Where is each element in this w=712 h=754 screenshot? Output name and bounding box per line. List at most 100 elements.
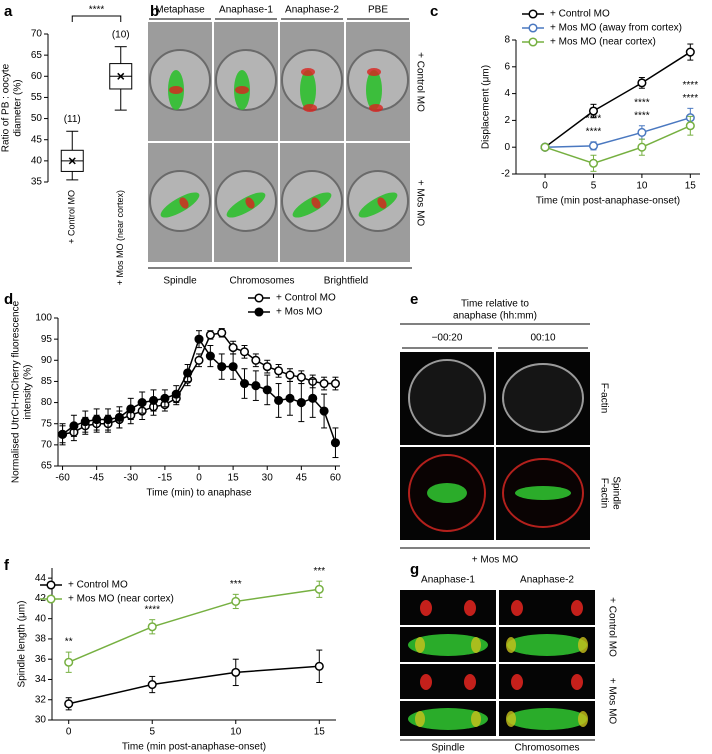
row-label: F-actin: [598, 478, 609, 509]
y-tick-label: 32: [35, 694, 47, 705]
data-point: [330, 438, 341, 448]
row-label: Spindle: [610, 476, 621, 510]
data-point: [137, 398, 147, 408]
data-point: [285, 370, 295, 380]
condition-label: + Mos MO: [472, 555, 519, 566]
data-point: [319, 378, 329, 389]
y-axis-label: intensity (%): [23, 364, 34, 419]
x-axis-label: Time (min post-anaphase-onset): [536, 196, 680, 207]
signal: [506, 711, 516, 727]
signal: [511, 600, 523, 616]
column-label: Anaphase-1: [421, 575, 475, 586]
data-point: [239, 378, 250, 389]
data-point: [194, 355, 204, 365]
data-point: [251, 355, 261, 365]
data-point: [231, 667, 241, 677]
x-tick-label: 0: [66, 727, 72, 738]
signal: [311, 197, 321, 209]
y-tick-label: 85: [41, 376, 53, 387]
x-tick-label: 30: [262, 473, 274, 484]
column-label: 00:10: [530, 333, 555, 344]
y-tick-label: 34: [35, 674, 47, 685]
signal: [160, 192, 200, 218]
x-tick-label: -45: [89, 473, 104, 484]
data-point: [251, 381, 261, 391]
row-label: + Control MO: [414, 52, 425, 112]
legend-label: + Mos MO (away from cortex): [550, 23, 682, 34]
y-tick-label: 36: [35, 654, 47, 665]
significance-label: ****: [683, 80, 699, 91]
signal: [506, 637, 516, 653]
data-point: [217, 328, 227, 338]
panel-letter: d: [4, 291, 13, 308]
data-point: [685, 121, 695, 131]
significance-bracket: [71, 15, 122, 22]
signal: [303, 104, 317, 112]
micrograph: [400, 664, 496, 699]
significance-label: ****: [586, 126, 602, 137]
signal: [471, 711, 481, 727]
y-tick-label: 40: [31, 155, 43, 166]
panel-letter: a: [4, 3, 13, 20]
y-tick-label: 75: [41, 418, 53, 429]
y-tick-label: 2: [504, 115, 510, 126]
x-tick-label: 10: [230, 727, 242, 738]
x-axis-label: Time (min) to anaphase: [146, 488, 252, 499]
y-tick-label: 8: [504, 35, 510, 46]
y-axis-label: Spindle length (μm): [17, 601, 28, 688]
cortex: [408, 359, 486, 437]
signal: [367, 68, 381, 76]
header: Time relative to: [461, 299, 529, 310]
y-tick-label: 70: [31, 29, 43, 40]
legend-marker: [528, 23, 538, 33]
panel-letter: c: [430, 3, 438, 20]
x-tick-label: 0: [196, 473, 202, 484]
signal: [507, 708, 587, 730]
legend-label: + Mos MO: [276, 307, 323, 318]
data-point: [103, 414, 113, 425]
panel-letter: b: [150, 3, 159, 20]
signal: [571, 600, 583, 616]
signal: [245, 197, 255, 209]
legend-label: + Mos MO (near cortex): [68, 594, 174, 605]
y-axis-label: diameter (%): [13, 79, 24, 136]
legend-marker: [46, 580, 56, 590]
data-point: [637, 127, 647, 138]
data-point: [239, 347, 250, 357]
signal: [377, 197, 387, 209]
signal: [578, 637, 588, 653]
data-point: [262, 385, 272, 395]
n-label: (11): [64, 114, 81, 125]
row-label: F-actin: [598, 383, 609, 414]
header: anaphase (hh:mm): [453, 311, 537, 322]
column-label: Anaphase-2: [520, 575, 574, 586]
signal: [415, 711, 425, 727]
y-tick-label: 38: [35, 634, 47, 645]
signal: [515, 486, 571, 500]
y-axis-label: Displacement (μm): [481, 65, 492, 149]
y-axis-label: Normalised UtrCH-mCherry fluorescence: [11, 300, 22, 483]
channel-label: Spindle: [163, 276, 197, 287]
legend-marker: [528, 9, 538, 19]
y-tick-label: 60: [31, 71, 43, 82]
significance-label: ****: [586, 113, 602, 124]
legend-marker: [528, 37, 538, 47]
channel-label: Brightfield: [324, 276, 368, 287]
signal: [507, 634, 587, 656]
data-point: [296, 398, 306, 408]
signal: [369, 104, 383, 112]
column-label: Metaphase: [155, 5, 205, 16]
signal: [415, 637, 425, 653]
significance-label: ***: [313, 566, 325, 577]
channel-label: Spindle: [431, 743, 465, 754]
x-tick-label: -30: [124, 473, 139, 484]
data-point: [64, 657, 74, 667]
data-point: [160, 393, 170, 403]
data-point: [114, 412, 124, 422]
signal: [420, 600, 432, 616]
row-label: + Mos MO: [606, 678, 617, 725]
signal: [366, 70, 382, 110]
x-axis-label: Time (min post-anaphase-onset): [122, 742, 266, 753]
row-label: + Mos MO: [414, 180, 425, 227]
data-point: [194, 334, 204, 344]
